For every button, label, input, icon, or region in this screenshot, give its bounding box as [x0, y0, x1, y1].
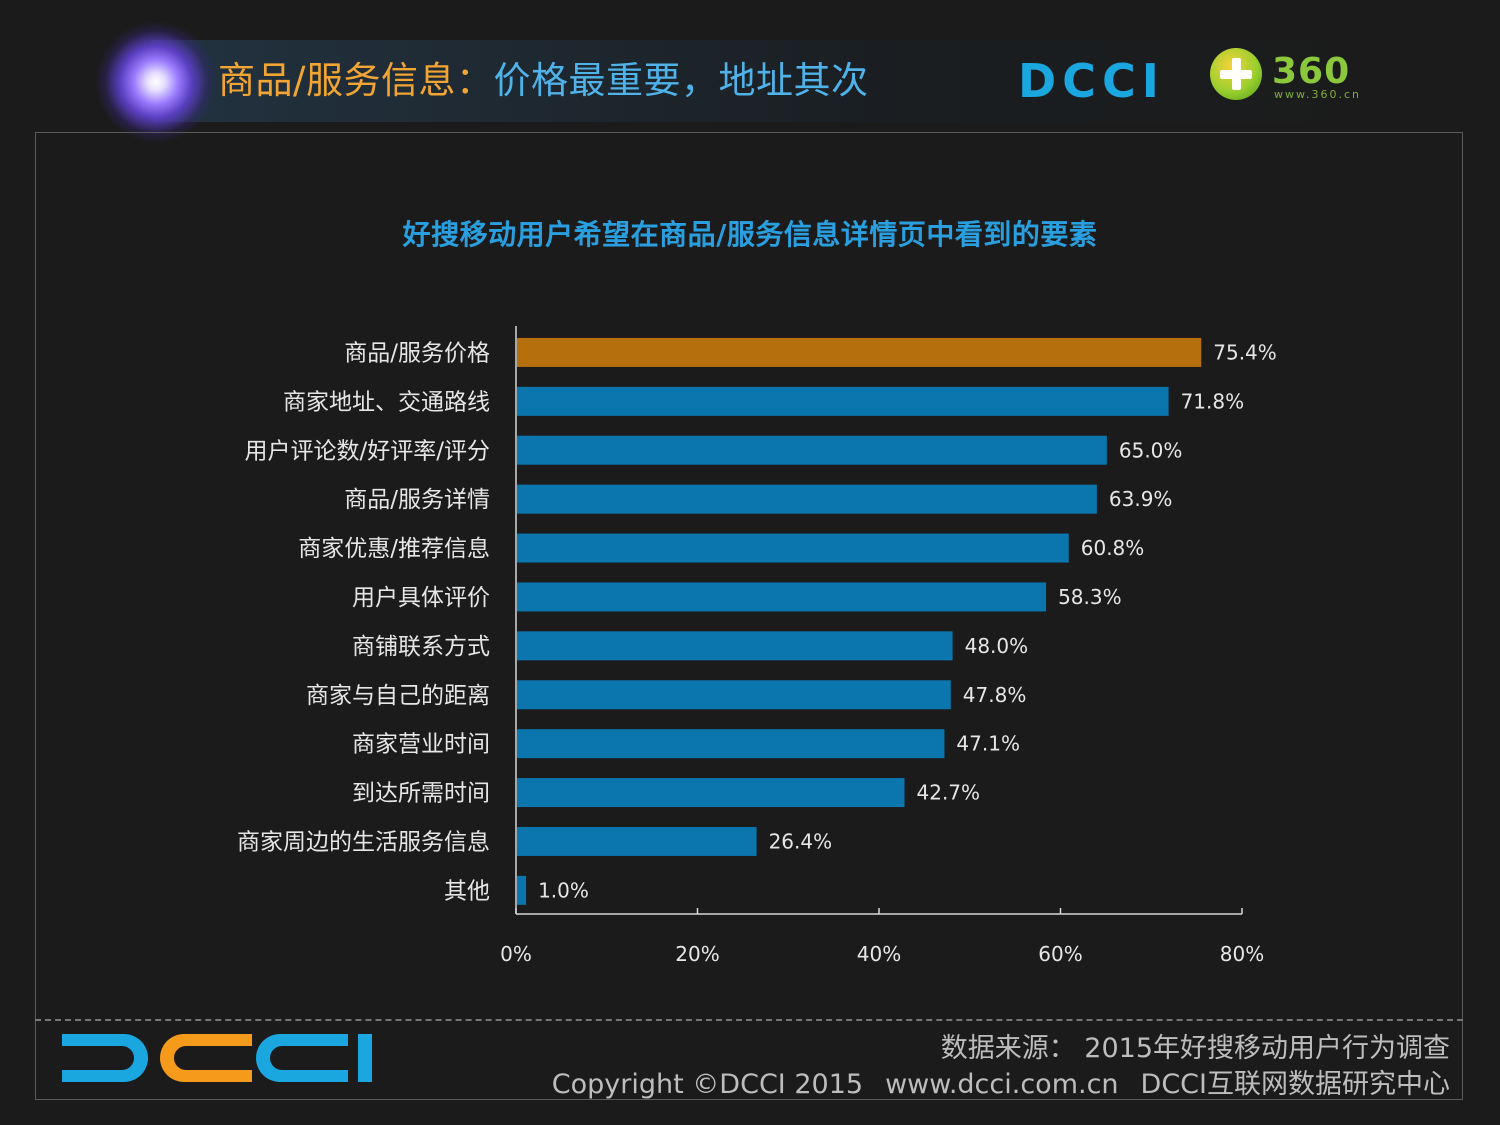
starburst-icon: [96, 22, 216, 142]
bar: [517, 826, 757, 856]
header-band: [150, 40, 1390, 122]
content-frame: [35, 132, 1463, 1100]
data-label: 60.8%: [1081, 536, 1145, 560]
brand-360-url: www.360.cn: [1274, 88, 1361, 101]
bar: [517, 778, 905, 808]
x-tick-label: 40%: [857, 942, 901, 966]
category-label: 用户具体评价: [352, 585, 490, 611]
data-label: 48.0%: [965, 634, 1029, 658]
website-link[interactable]: www.dcci.com.cn: [885, 1069, 1119, 1100]
category-label: 商品/服务详情: [344, 487, 490, 513]
data-label: 26.4%: [769, 829, 833, 853]
bar: [517, 631, 953, 661]
data-label: 1.0%: [538, 878, 589, 902]
category-label: 商家与自己的距离: [306, 683, 490, 709]
category-label: 商家周边的生活服务信息: [237, 829, 490, 855]
data-label: 42.7%: [917, 781, 981, 805]
dcci-logo-header: DCCI: [1018, 54, 1165, 108]
x-tick-label: 60%: [1038, 942, 1082, 966]
x-tick-label: 0%: [500, 942, 532, 966]
org-name: DCCI互联网数据研究中心: [1140, 1069, 1450, 1100]
category-label: 商品/服务价格: [344, 340, 490, 366]
footer-credits: Copyright ©DCCI 2015 www.dcci.com.cn DCCI互…: [552, 1062, 1450, 1101]
bar: [517, 386, 1169, 416]
bar: [517, 337, 1202, 367]
plus-icon: [1210, 48, 1262, 100]
category-label: 商家营业时间: [352, 732, 490, 758]
bar: [517, 484, 1097, 514]
bar: [517, 533, 1069, 563]
bar: [517, 435, 1107, 465]
category-label: 用户评论数/好评率/评分: [245, 438, 491, 464]
data-label: 75.4%: [1213, 340, 1277, 364]
category-label: 到达所需时间: [352, 781, 490, 807]
x-tick-label: 20%: [675, 942, 719, 966]
chart-title: 好搜移动用户希望在商品/服务信息详情页中看到的要素: [402, 218, 1098, 251]
data-label: 47.1%: [956, 732, 1020, 756]
slide-title: 商品/服务信息：价格最重要，地址其次: [218, 56, 868, 106]
dcci-logo-footer: [62, 1034, 372, 1082]
category-label: 商家优惠/推荐信息: [298, 536, 490, 562]
bar: [517, 729, 945, 759]
slide-title-part2: 价格最重要，地址其次: [493, 59, 869, 102]
brand-360-logo: 360: [1272, 51, 1351, 92]
category-label: 商家地址、交通路线: [283, 389, 490, 415]
footer-divider: [35, 1019, 1463, 1021]
data-source: 数据来源： 2015年好搜移动用户行为调查: [940, 1033, 1450, 1064]
data-label: 47.8%: [963, 683, 1027, 707]
data-label: 58.3%: [1058, 585, 1122, 609]
copyright-text: Copyright ©DCCI 2015: [551, 1069, 864, 1100]
category-label: 其他: [444, 878, 490, 904]
data-label: 63.9%: [1109, 487, 1173, 511]
category-label: 商铺联系方式: [352, 634, 490, 660]
data-label: 71.8%: [1181, 389, 1245, 413]
bar: [517, 680, 951, 710]
bar-chart: 75.4% 商品/服务价格 71.8% 商家地址、交通路线 65.0% 用户评论数/好评率…: [237, 326, 1277, 966]
bar: [517, 875, 527, 905]
x-tick-label: 80%: [1220, 942, 1264, 966]
slide-title-part1: 商品/服务信息：: [218, 59, 494, 102]
data-label: 65.0%: [1119, 438, 1183, 462]
bar: [517, 582, 1047, 612]
